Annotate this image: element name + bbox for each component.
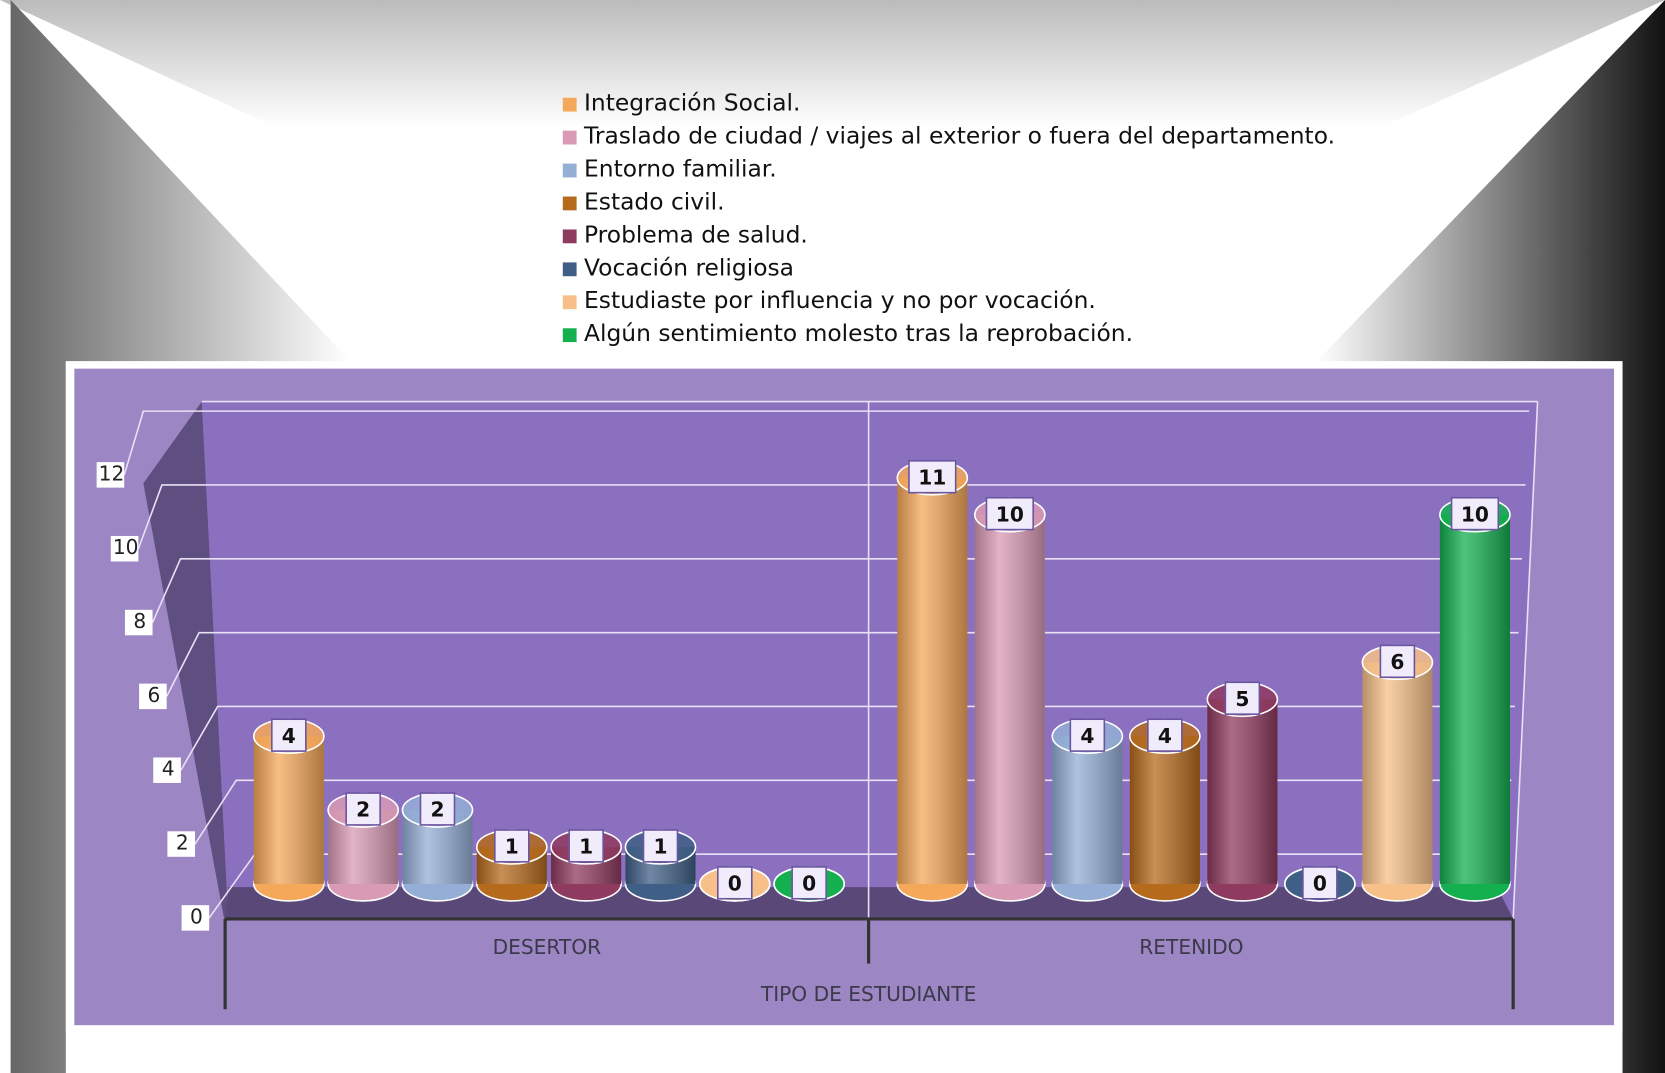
legend-swatch (562, 163, 577, 178)
cylinder: 6 (1361, 644, 1434, 902)
bar-shade (253, 736, 324, 884)
grid-line (123, 410, 1530, 476)
grid-line (137, 484, 1526, 549)
legend-label: Algún sentimiento molesto tras la reprob… (584, 319, 1133, 347)
value-label: 1 (653, 835, 667, 859)
tick-box (167, 831, 196, 857)
value-label: 4 (1080, 724, 1094, 748)
value-label: 0 (802, 871, 816, 895)
cylinder: 0 (773, 866, 845, 902)
cylinder: 4 (1129, 718, 1201, 902)
value-label: 10 (996, 502, 1024, 526)
legend-swatch (562, 196, 577, 211)
legend-label: Entorno familiar. (584, 154, 777, 182)
label-box (345, 792, 381, 826)
value-label: 5 (1235, 687, 1249, 711)
tick-box (124, 609, 153, 636)
value-label: 1 (579, 835, 593, 859)
cylinder: 4 (1051, 718, 1124, 902)
bar-shade (897, 477, 968, 884)
legend-label: Vocación religiosa (584, 253, 794, 281)
legend-swatch (562, 295, 577, 310)
legend-label: Problema de salud. (584, 220, 808, 248)
x-tick-label: DESERTOR (493, 935, 602, 959)
label-box (642, 829, 679, 863)
value-label: 11 (918, 465, 946, 489)
y-tick-label: 0 (190, 904, 203, 928)
label-box (1224, 681, 1261, 715)
cylinder: 1 (624, 829, 697, 902)
cylinder: 2 (327, 792, 399, 902)
label-box (271, 718, 307, 752)
value-label: 6 (1390, 650, 1404, 674)
label-box (494, 829, 530, 863)
cylinder: 1 (550, 829, 622, 902)
label-box (717, 866, 753, 900)
label-box (1147, 718, 1183, 752)
cylinder: 11 (896, 460, 969, 902)
cylinder: 5 (1206, 681, 1279, 902)
legend-swatch (562, 328, 577, 343)
cylinder: 1 (475, 829, 548, 902)
legend-swatch (562, 229, 577, 244)
label-box (419, 792, 456, 826)
value-label: 1 (505, 835, 519, 859)
cylinder: 4 (252, 718, 325, 902)
label-box (791, 866, 827, 900)
cylinder: 2 (401, 792, 474, 902)
value-label: 2 (356, 798, 370, 822)
tick-box (110, 535, 139, 562)
legend-label: Estudiaste por influencia y no por vocac… (584, 286, 1096, 314)
legend-swatch (562, 262, 577, 277)
label-box (1069, 718, 1106, 752)
cylinder: 10 (1439, 496, 1511, 902)
bar-shade (1439, 514, 1510, 884)
y-tick-label: 8 (133, 609, 146, 633)
tick-box (96, 462, 125, 488)
label-box (1302, 866, 1338, 900)
value-label: 4 (1158, 724, 1172, 748)
y-tick-label: 4 (162, 757, 175, 781)
value-label: 10 (1461, 502, 1489, 526)
grid-line (166, 631, 1519, 697)
x-tick-label: RETENIDO (1139, 935, 1243, 959)
cylinder: 10 (973, 496, 1046, 902)
tick-box (139, 683, 167, 710)
label-box (568, 829, 604, 863)
bar-shade (1129, 736, 1200, 884)
label-box (985, 496, 1034, 531)
legend-label: Integración Social. (584, 89, 800, 117)
bar-shade (974, 514, 1045, 884)
legend-swatch (562, 130, 577, 145)
legend-label: Traslado de ciudad / viajes al exterior … (583, 122, 1335, 150)
tick-box (153, 757, 181, 783)
y-tick-label: 6 (148, 683, 161, 707)
label-box (1379, 644, 1416, 679)
bar-shade (1362, 662, 1433, 884)
y-tick-label: 12 (99, 461, 125, 485)
tick-box (181, 905, 210, 931)
legend-swatch (562, 97, 577, 112)
bar-shade (1052, 736, 1123, 884)
grid-line (180, 705, 1515, 771)
y-tick-label: 2 (176, 831, 189, 855)
y-tick-label: 10 (113, 535, 139, 559)
label-box (908, 460, 957, 494)
cylinder: 0 (1284, 866, 1356, 902)
value-label: 0 (728, 871, 742, 895)
label-box (1450, 496, 1500, 531)
value-label: 0 (1313, 871, 1327, 895)
legend-label: Estado civil. (584, 187, 724, 215)
value-label: 4 (282, 724, 296, 748)
value-label: 2 (430, 798, 444, 822)
bar-shade (1207, 699, 1278, 884)
x-axis-title: TIPO DE ESTUDIANTE (760, 982, 976, 1006)
cylinder: 0 (698, 866, 771, 902)
grid-line (151, 558, 1523, 623)
